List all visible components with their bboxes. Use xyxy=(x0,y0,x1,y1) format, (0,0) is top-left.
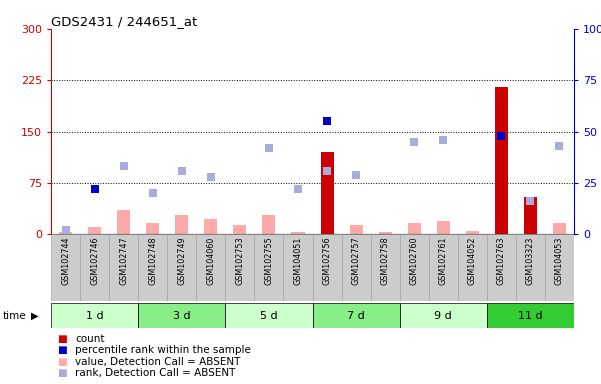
Point xyxy=(555,143,564,149)
Bar xyxy=(225,303,313,328)
Text: time: time xyxy=(3,311,26,321)
Text: GSM102744: GSM102744 xyxy=(61,236,70,285)
Bar xyxy=(313,303,400,328)
Bar xyxy=(291,232,305,234)
Bar xyxy=(466,231,479,234)
Text: GSM102753: GSM102753 xyxy=(236,236,245,285)
Text: GSM104060: GSM104060 xyxy=(206,236,215,285)
Bar xyxy=(146,223,159,234)
Text: ■: ■ xyxy=(57,334,67,344)
Bar xyxy=(59,232,72,234)
Text: GSM102748: GSM102748 xyxy=(148,236,157,285)
Text: GSM103323: GSM103323 xyxy=(526,236,535,285)
Bar xyxy=(284,234,313,301)
Bar xyxy=(553,223,566,234)
Text: GSM102761: GSM102761 xyxy=(439,236,448,285)
Text: GSM104053: GSM104053 xyxy=(555,236,564,285)
Text: GSM102760: GSM102760 xyxy=(410,236,419,285)
Text: rank, Detection Call = ABSENT: rank, Detection Call = ABSENT xyxy=(75,368,236,378)
Point xyxy=(525,198,535,204)
Bar xyxy=(320,215,334,234)
Bar xyxy=(487,234,516,301)
Bar xyxy=(407,223,421,234)
Point xyxy=(90,186,100,192)
Bar xyxy=(371,234,400,301)
Point xyxy=(119,163,129,169)
Bar xyxy=(437,220,450,234)
Text: ■: ■ xyxy=(57,357,67,367)
Text: GSM102756: GSM102756 xyxy=(323,236,332,285)
Bar xyxy=(175,215,188,234)
Text: ▶: ▶ xyxy=(31,311,38,321)
Bar xyxy=(138,303,225,328)
Bar xyxy=(233,225,246,234)
Text: GSM102758: GSM102758 xyxy=(380,236,389,285)
Text: GSM104051: GSM104051 xyxy=(293,236,302,285)
Point xyxy=(322,167,332,174)
Text: ■: ■ xyxy=(57,345,67,355)
Bar xyxy=(524,199,537,234)
Point xyxy=(206,174,216,180)
Text: 1 d: 1 d xyxy=(86,311,103,321)
Text: GSM102746: GSM102746 xyxy=(90,236,99,285)
Bar xyxy=(80,234,109,301)
Text: GSM102747: GSM102747 xyxy=(119,236,128,285)
Bar xyxy=(138,234,167,301)
Point xyxy=(496,132,506,139)
Point xyxy=(438,137,448,143)
Point xyxy=(293,186,303,192)
Text: ■: ■ xyxy=(57,368,67,378)
Text: GDS2431 / 244651_at: GDS2431 / 244651_at xyxy=(51,15,197,28)
Bar xyxy=(51,234,80,301)
Text: GSM102763: GSM102763 xyxy=(497,236,506,285)
Point xyxy=(177,167,186,174)
Text: 5 d: 5 d xyxy=(260,311,278,321)
Text: percentile rank within the sample: percentile rank within the sample xyxy=(75,345,251,355)
Bar xyxy=(524,197,537,234)
Bar xyxy=(225,234,254,301)
Point xyxy=(148,190,157,196)
Bar xyxy=(379,232,392,234)
Bar xyxy=(204,219,218,234)
Bar xyxy=(487,303,574,328)
Point xyxy=(61,227,70,233)
Bar xyxy=(167,234,197,301)
Text: 9 d: 9 d xyxy=(435,311,452,321)
Text: value, Detection Call = ABSENT: value, Detection Call = ABSENT xyxy=(75,357,240,367)
Bar xyxy=(254,234,284,301)
Bar xyxy=(495,87,508,234)
Bar xyxy=(458,234,487,301)
Bar xyxy=(51,303,138,328)
Text: 7 d: 7 d xyxy=(347,311,365,321)
Text: GSM104052: GSM104052 xyxy=(468,236,477,285)
Bar xyxy=(313,234,341,301)
Bar xyxy=(516,234,545,301)
Bar xyxy=(320,152,334,234)
Bar xyxy=(400,303,487,328)
Text: GSM102757: GSM102757 xyxy=(352,236,361,285)
Text: 11 d: 11 d xyxy=(518,311,543,321)
Bar xyxy=(341,234,371,301)
Text: count: count xyxy=(75,334,105,344)
Bar xyxy=(495,229,508,234)
Point xyxy=(322,118,332,124)
Bar xyxy=(429,234,458,301)
Bar xyxy=(117,210,130,234)
Bar xyxy=(88,227,101,234)
Point xyxy=(351,172,361,178)
Bar xyxy=(109,234,138,301)
Bar xyxy=(197,234,225,301)
Text: GSM102749: GSM102749 xyxy=(177,236,186,285)
Text: GSM102755: GSM102755 xyxy=(264,236,273,285)
Point xyxy=(264,145,273,151)
Bar xyxy=(263,215,275,234)
Bar xyxy=(545,234,574,301)
Bar xyxy=(400,234,429,301)
Bar xyxy=(350,225,362,234)
Point xyxy=(409,139,419,145)
Text: 3 d: 3 d xyxy=(173,311,191,321)
